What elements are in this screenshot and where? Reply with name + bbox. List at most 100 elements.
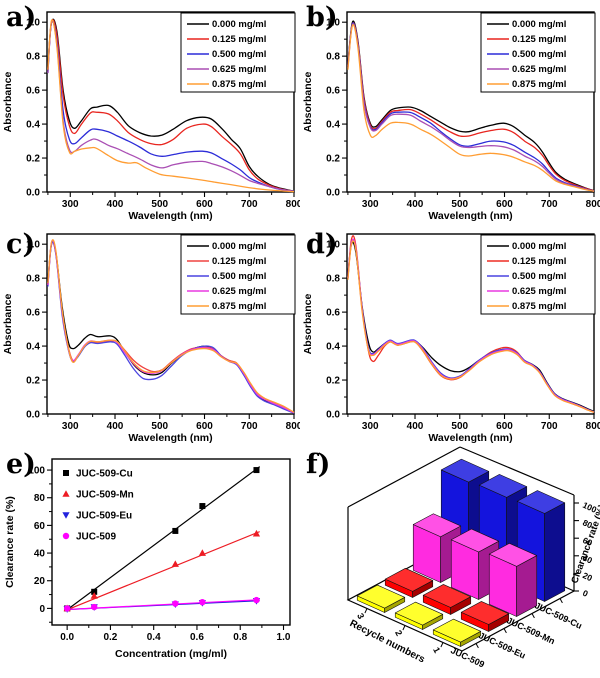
chart-d-uvvis-spectra: 300 400 500 600 700 800 0.0 0.2 0.4 0.6 0.8 1.0 Wave… bbox=[302, 233, 600, 444]
svg-text:0.6: 0.6 bbox=[26, 308, 40, 319]
svg-text:Wavelength (nm): Wavelength (nm) bbox=[428, 210, 512, 222]
svg-text:Wavelength (nm): Wavelength (nm) bbox=[128, 432, 212, 444]
svg-text:800: 800 bbox=[586, 199, 600, 210]
svg-text:JUC-509-Eu: JUC-509-Eu bbox=[76, 511, 132, 522]
svg-text:1.0: 1.0 bbox=[326, 240, 340, 251]
svg-text:0.8: 0.8 bbox=[326, 274, 340, 285]
svg-text:0.4: 0.4 bbox=[326, 120, 340, 131]
svg-text:JUC-509-Cu: JUC-509-Cu bbox=[76, 469, 133, 480]
svg-text:0.875 mg/ml: 0.875 mg/ml bbox=[212, 79, 266, 90]
svg-text:0.0: 0.0 bbox=[26, 188, 40, 199]
svg-text:0.875 mg/ml: 0.875 mg/ml bbox=[212, 301, 266, 312]
svg-text:400: 400 bbox=[407, 199, 424, 210]
panel-d: d) 300 400 500 600 700 800 0.0 0.2 0.4 0.6 0.8 1.0 W… bbox=[300, 222, 600, 445]
svg-text:500: 500 bbox=[151, 199, 168, 210]
svg-text:1: 1 bbox=[431, 646, 442, 655]
svg-text:0.875 mg/ml: 0.875 mg/ml bbox=[512, 79, 566, 90]
svg-text:500: 500 bbox=[451, 421, 468, 432]
svg-text:0.6: 0.6 bbox=[26, 86, 40, 97]
panel-letter-c: c) bbox=[6, 229, 36, 260]
svg-text:300: 300 bbox=[362, 421, 379, 432]
svg-text:600: 600 bbox=[496, 421, 513, 432]
svg-text:800: 800 bbox=[286, 199, 300, 210]
svg-text:60: 60 bbox=[581, 535, 594, 548]
svg-text:0.8: 0.8 bbox=[233, 632, 247, 643]
svg-text:0.0: 0.0 bbox=[326, 188, 340, 199]
svg-text:0.4: 0.4 bbox=[26, 120, 40, 131]
svg-text:0.000 mg/ml: 0.000 mg/ml bbox=[212, 19, 266, 30]
panel-e: e) 0.0 0.2 0.4 0.6 0.8 1.0 0 20 40 60 80 100 Concent… bbox=[0, 445, 300, 678]
svg-text:700: 700 bbox=[541, 199, 558, 210]
svg-text:0.125 mg/ml: 0.125 mg/ml bbox=[512, 34, 566, 45]
svg-text:1.0: 1.0 bbox=[26, 18, 40, 29]
svg-text:400: 400 bbox=[107, 421, 124, 432]
panel-letter-a: a) bbox=[6, 2, 37, 33]
svg-text:60: 60 bbox=[34, 521, 46, 532]
panel-c: c) 300 400 500 600 700 800 0.0 0.2 0.4 0.6 0.8 1.0 W… bbox=[0, 222, 300, 445]
svg-text:JUC-509-Cu: JUC-509-Cu bbox=[533, 600, 583, 631]
svg-text:80: 80 bbox=[34, 493, 46, 504]
svg-text:20: 20 bbox=[34, 576, 46, 587]
svg-text:0.625 mg/ml: 0.625 mg/ml bbox=[512, 286, 566, 297]
svg-text:JUC-509: JUC-509 bbox=[449, 645, 486, 669]
svg-text:80: 80 bbox=[581, 517, 594, 530]
svg-text:20: 20 bbox=[581, 570, 594, 583]
svg-text:0.500 mg/ml: 0.500 mg/ml bbox=[212, 271, 266, 282]
svg-text:800: 800 bbox=[286, 421, 300, 432]
svg-text:0.500 mg/ml: 0.500 mg/ml bbox=[512, 49, 566, 60]
svg-text:Absorbance: Absorbance bbox=[302, 72, 314, 133]
svg-text:Absorbance: Absorbance bbox=[2, 294, 14, 355]
svg-text:JUC-509-Eu: JUC-509-Eu bbox=[477, 630, 527, 660]
svg-text:0.8: 0.8 bbox=[26, 52, 40, 63]
panel-a: a) 300 400 500 600 700 800 0.0 0.2 0.4 0.6 0.8 1.0 W… bbox=[0, 0, 300, 222]
panel-letter-d: d) bbox=[306, 229, 338, 260]
svg-text:0.125 mg/ml: 0.125 mg/ml bbox=[212, 34, 266, 45]
svg-text:0.4: 0.4 bbox=[326, 342, 340, 353]
svg-text:Absorbance: Absorbance bbox=[302, 294, 314, 355]
svg-text:3: 3 bbox=[355, 612, 366, 621]
svg-text:600: 600 bbox=[196, 421, 213, 432]
svg-text:0.2: 0.2 bbox=[26, 154, 40, 165]
svg-text:40: 40 bbox=[34, 549, 46, 560]
chart-a-uvvis-spectra: 300 400 500 600 700 800 0.0 0.2 0.4 0.6 0.8 1.0 Wave… bbox=[2, 11, 300, 222]
svg-text:500: 500 bbox=[451, 199, 468, 210]
panel-letter-e: e) bbox=[6, 449, 36, 480]
svg-text:Wavelength (nm): Wavelength (nm) bbox=[128, 210, 212, 222]
svg-text:JUC-509-Mn: JUC-509-Mn bbox=[505, 615, 556, 646]
svg-text:40: 40 bbox=[581, 553, 594, 566]
svg-text:700: 700 bbox=[541, 421, 558, 432]
svg-text:100: 100 bbox=[28, 466, 45, 477]
svg-text:0.8: 0.8 bbox=[26, 274, 40, 285]
chart-b-uvvis-spectra: 300 400 500 600 700 800 0.0 0.2 0.4 0.6 0.8 1.0 Wave… bbox=[302, 11, 600, 222]
svg-text:Wavelength (nm): Wavelength (nm) bbox=[428, 432, 512, 444]
svg-text:JUC-509: JUC-509 bbox=[76, 532, 116, 543]
panel-b: b) 300 400 500 600 700 800 0.0 0.2 0.4 0.6 0.8 1.0 W… bbox=[300, 0, 600, 222]
svg-text:600: 600 bbox=[196, 199, 213, 210]
svg-text:600: 600 bbox=[496, 199, 513, 210]
svg-text:0.0: 0.0 bbox=[26, 410, 40, 421]
svg-text:0.000 mg/ml: 0.000 mg/ml bbox=[212, 241, 266, 252]
svg-text:300: 300 bbox=[62, 421, 79, 432]
chart-e-clearance-scatter: 0.0 0.2 0.4 0.6 0.8 1.0 0 20 40 60 80 100 Concentrat… bbox=[4, 458, 291, 660]
svg-text:0.875 mg/ml: 0.875 mg/ml bbox=[512, 301, 566, 312]
svg-text:2: 2 bbox=[393, 629, 404, 638]
svg-text:0.4: 0.4 bbox=[147, 632, 161, 643]
svg-text:700: 700 bbox=[241, 421, 258, 432]
svg-text:0.8: 0.8 bbox=[326, 52, 340, 63]
svg-text:700: 700 bbox=[241, 199, 258, 210]
svg-text:0.4: 0.4 bbox=[26, 342, 40, 353]
svg-text:400: 400 bbox=[107, 199, 124, 210]
svg-text:Absorbance: Absorbance bbox=[2, 72, 14, 133]
svg-text:Clearance rate (%): Clearance rate (%) bbox=[4, 496, 16, 588]
panel-letter-f: f) bbox=[306, 449, 331, 480]
svg-text:0.2: 0.2 bbox=[103, 632, 117, 643]
svg-text:0.000 mg/ml: 0.000 mg/ml bbox=[512, 241, 566, 252]
svg-text:0.125 mg/ml: 0.125 mg/ml bbox=[212, 256, 266, 267]
svg-text:0.6: 0.6 bbox=[326, 86, 340, 97]
svg-text:0.6: 0.6 bbox=[326, 308, 340, 319]
svg-text:800: 800 bbox=[586, 421, 600, 432]
svg-text:JUC-509-Mn: JUC-509-Mn bbox=[76, 490, 134, 501]
svg-text:0.0: 0.0 bbox=[60, 632, 74, 643]
svg-text:0.6: 0.6 bbox=[190, 632, 204, 643]
chart-c-uvvis-spectra: 300 400 500 600 700 800 0.0 0.2 0.4 0.6 0.8 1.0 Wave… bbox=[2, 233, 300, 444]
